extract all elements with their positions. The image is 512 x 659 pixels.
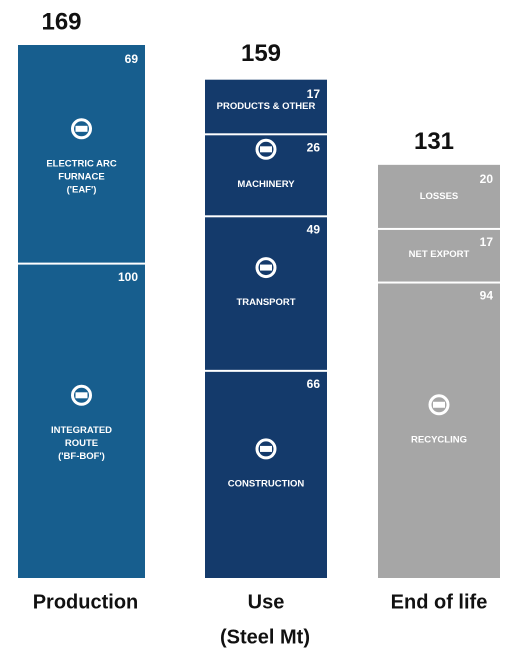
segment-value: 69 <box>125 52 139 66</box>
icon <box>433 401 445 408</box>
icon <box>255 138 277 160</box>
segment <box>18 264 145 578</box>
segment-label: CONSTRUCTION <box>228 478 305 489</box>
icon <box>255 438 277 460</box>
segment-label: NET EXPORT <box>409 249 470 260</box>
segment-label: RECYCLING <box>411 434 467 445</box>
segment-label: MACHINERY <box>237 179 295 190</box>
segment <box>205 371 327 578</box>
category-label: End of life <box>391 591 488 613</box>
segment <box>205 217 327 370</box>
segment-value: 17 <box>307 87 321 101</box>
segment-value: 17 <box>480 235 494 249</box>
icon <box>75 125 88 132</box>
total-label: 131 <box>414 128 454 155</box>
segment-value: 94 <box>480 289 494 303</box>
segment <box>205 79 327 134</box>
segment-label: FURNACE <box>58 171 104 182</box>
total-label: 159 <box>241 40 281 67</box>
segment-label: ('BF-BOF') <box>58 451 105 462</box>
segment-label: ELECTRIC ARC <box>46 158 117 169</box>
subtitle: (Steel Mt) <box>220 626 310 648</box>
icon <box>71 384 92 406</box>
segment-label: ('EAF') <box>67 184 97 195</box>
segment-value: 49 <box>307 222 321 236</box>
icon <box>255 257 277 279</box>
segment-label: ROUTE <box>65 438 98 449</box>
icon <box>260 264 272 271</box>
icon <box>428 394 450 416</box>
segment-value: 66 <box>307 377 321 391</box>
segment <box>378 164 500 228</box>
segment <box>378 283 500 578</box>
segment-label: PRODUCTS & OTHER <box>217 101 316 112</box>
icon <box>260 445 272 452</box>
category-label: Production <box>33 591 139 613</box>
segment <box>18 45 145 263</box>
icon <box>75 392 88 399</box>
segment-value: 100 <box>118 270 138 284</box>
total-label: 169 <box>41 8 81 35</box>
segment-label: INTEGRATED <box>51 425 112 436</box>
segment-label: LOSSES <box>420 191 459 202</box>
icon <box>260 146 272 153</box>
segment-value: 26 <box>307 140 321 154</box>
segment-label: TRANSPORT <box>236 297 295 308</box>
segment-value: 20 <box>480 172 494 186</box>
category-label: Use <box>248 591 285 613</box>
segment <box>378 229 500 282</box>
icon <box>71 118 92 140</box>
